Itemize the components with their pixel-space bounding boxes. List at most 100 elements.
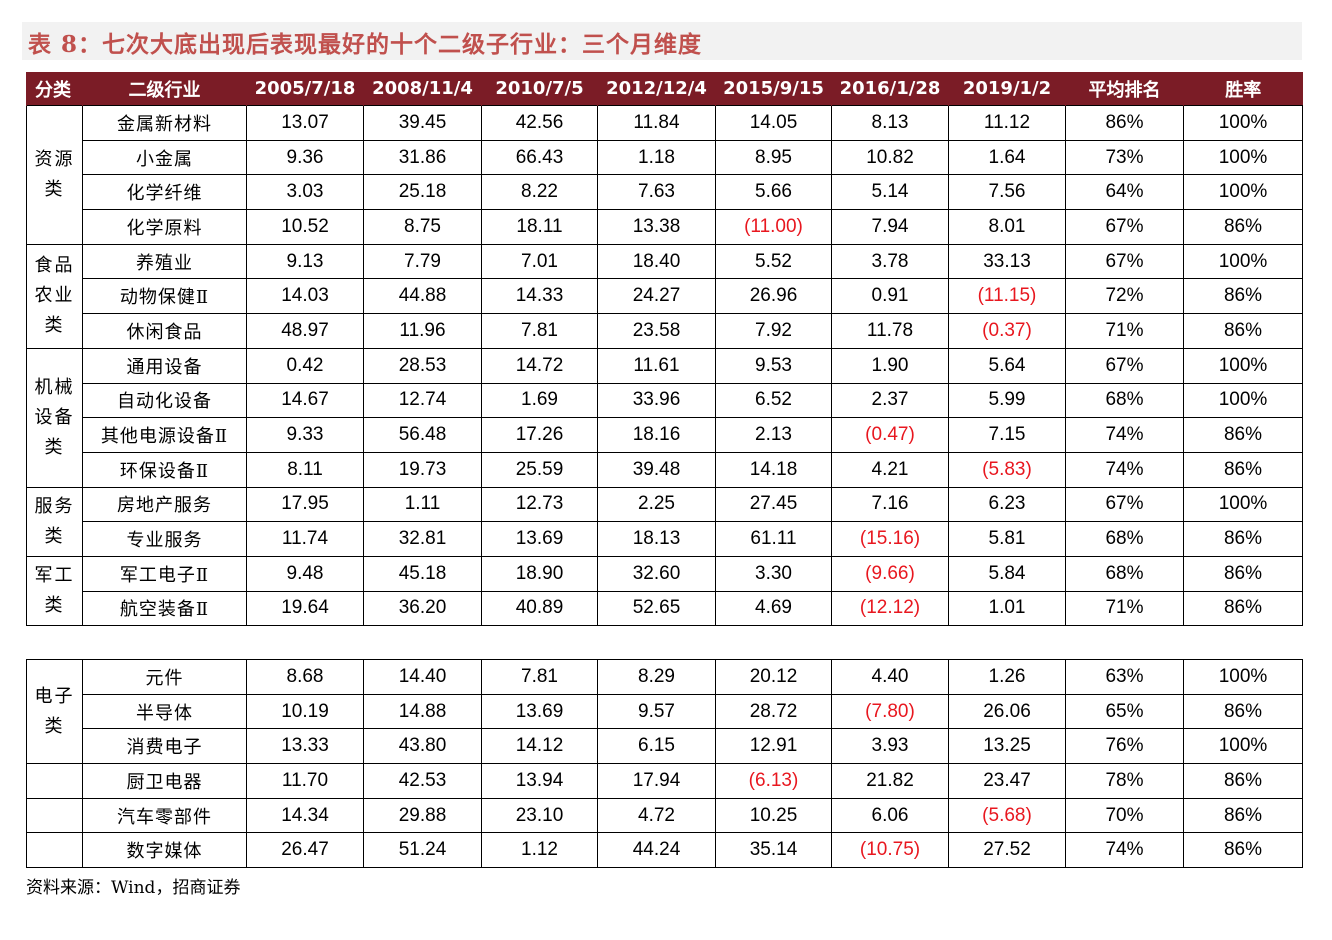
- value-cell: 27.45: [715, 486, 832, 523]
- table-row: 食品农业类 养殖业 9.13 7.79 7.01 18.40 5.52 3.78 33.13 67…: [26, 243, 1303, 349]
- value-cell: 7.16: [831, 486, 949, 523]
- header-category: 分类: [26, 72, 83, 106]
- value-cell: 13.07: [246, 105, 364, 141]
- industry-name-cell: 化学纤维: [82, 174, 247, 211]
- value-cell: 1.01: [948, 590, 1066, 627]
- value-cell: 26.06: [948, 693, 1066, 730]
- avg-rank-cell: 67%: [1065, 486, 1184, 523]
- value-cell: 8.01: [948, 209, 1066, 245]
- value-cell: (6.13): [715, 763, 832, 799]
- table-row: 化学纤维 3.03 25.18 8.22 7.63 5.66 5.14 7.56 64% 100%: [27, 174, 1303, 211]
- electronics-table: 电子类 元件 8.68 14.40 7.81 8.29 20.12 4.40 1.26 63% 10…: [26, 658, 1303, 869]
- value-cell: 51.24: [363, 832, 482, 869]
- avg-rank-cell: 64%: [1065, 174, 1184, 211]
- value-cell: 4.72: [597, 797, 716, 834]
- value-cell: 13.38: [597, 209, 716, 245]
- avg-rank-cell: 74%: [1065, 451, 1184, 488]
- industry-name-cell: 通用设备: [82, 347, 247, 384]
- value-cell: 39.48: [597, 451, 716, 488]
- value-cell: 42.53: [363, 763, 482, 799]
- value-cell: 8.95: [715, 139, 832, 176]
- value-cell: 8.29: [597, 659, 716, 695]
- value-cell: 40.89: [481, 590, 598, 627]
- win-rate-cell: 86%: [1183, 313, 1303, 349]
- value-cell: 26.47: [246, 832, 364, 869]
- value-cell: 0.42: [246, 347, 364, 384]
- industry-name-cell: 数字媒体: [82, 832, 247, 869]
- value-cell: 14.18: [715, 451, 832, 488]
- category-cell: 机械设备类: [26, 347, 83, 488]
- value-cell: (7.80): [831, 693, 949, 730]
- header-row: 分类 二级行业 2005/7/18 2008/11/4 2010/7/5 201…: [26, 72, 1303, 106]
- value-cell: 11.61: [597, 347, 716, 384]
- industry-name-cell: 金属新材料: [82, 105, 247, 141]
- industry-name-cell: 自动化设备: [82, 382, 247, 419]
- value-cell: 52.65: [597, 590, 716, 627]
- win-rate-cell: 100%: [1183, 347, 1303, 384]
- table-row: 消费电子 13.33 43.80 14.12 6.15 12.91 3.93 13.25 76%…: [27, 728, 1303, 765]
- industry-name-cell: 动物保健Ⅱ: [82, 278, 247, 315]
- value-cell: 19.64: [246, 590, 364, 627]
- win-rate-cell: 100%: [1183, 174, 1303, 211]
- value-cell: 45.18: [363, 555, 482, 592]
- win-rate-cell: 86%: [1183, 521, 1303, 557]
- value-cell: 31.86: [363, 139, 482, 176]
- industry-name-cell: 元件: [82, 659, 247, 695]
- value-cell: 14.72: [481, 347, 598, 384]
- value-cell: 9.48: [246, 555, 364, 592]
- value-cell: 11.78: [831, 313, 949, 349]
- avg-rank-cell: 68%: [1065, 555, 1184, 592]
- industry-table: 分类 二级行业 2005/7/18 2008/11/4 2010/7/5 201…: [26, 72, 1303, 627]
- value-cell: 11.96: [363, 313, 482, 349]
- win-rate-cell: 86%: [1183, 278, 1303, 315]
- win-rate-cell: 86%: [1183, 832, 1303, 869]
- category-cell: 电子类: [26, 658, 83, 765]
- table-row: 动物保健Ⅱ 14.03 44.88 14.33 24.27 26.96 0.91 (11.15…: [27, 278, 1303, 315]
- value-cell: 27.52: [948, 832, 1066, 869]
- value-cell: 3.03: [246, 174, 364, 211]
- header-date-2015: 2015/9/15: [715, 72, 832, 106]
- category-cell: 军工类: [26, 555, 83, 627]
- value-cell: 14.33: [481, 278, 598, 315]
- industry-name-cell: 专业服务: [82, 521, 247, 557]
- value-cell: 5.64: [948, 347, 1066, 384]
- value-cell: 25.59: [481, 451, 598, 488]
- value-cell: 1.11: [363, 486, 482, 523]
- win-rate-cell: 86%: [1183, 451, 1303, 488]
- category-cell: [26, 797, 83, 834]
- value-cell: 33.96: [597, 382, 716, 419]
- value-cell: 10.52: [246, 209, 364, 245]
- industry-name-cell: 厨卫电器: [82, 763, 247, 799]
- value-cell: 8.68: [246, 659, 364, 695]
- value-cell: (12.12): [831, 590, 949, 627]
- value-cell: 3.93: [831, 728, 949, 765]
- value-cell: 7.81: [481, 313, 598, 349]
- category-cell: 资源类: [26, 105, 83, 245]
- value-cell: 14.03: [246, 278, 364, 315]
- value-cell: 7.63: [597, 174, 716, 211]
- industry-name-cell: 小金属: [82, 139, 247, 176]
- table-title: 表 8：七次大底出现后表现最好的十个二级子行业：三个月维度: [28, 31, 703, 58]
- table-row: 自动化设备 14.67 12.74 1.69 33.96 6.52 2.37 5.99 68% 1…: [27, 382, 1303, 419]
- value-cell: 44.24: [597, 832, 716, 869]
- avg-rank-cell: 78%: [1065, 763, 1184, 799]
- win-rate-cell: 100%: [1183, 382, 1303, 419]
- value-cell: 29.88: [363, 797, 482, 834]
- value-cell: 12.74: [363, 382, 482, 419]
- value-cell: 9.33: [246, 417, 364, 453]
- value-cell: 8.13: [831, 105, 949, 141]
- value-cell: 5.52: [715, 243, 832, 280]
- industry-name-cell: 休闲食品: [82, 313, 247, 349]
- value-cell: 9.13: [246, 243, 364, 280]
- value-cell: 14.40: [363, 659, 482, 695]
- value-cell: 61.11: [715, 521, 832, 557]
- value-cell: 13.33: [246, 728, 364, 765]
- value-cell: 6.52: [715, 382, 832, 419]
- value-cell: (5.68): [948, 797, 1066, 834]
- industry-name-cell: 化学原料: [82, 209, 247, 245]
- avg-rank-cell: 68%: [1065, 382, 1184, 419]
- value-cell: 23.58: [597, 313, 716, 349]
- table-row: 小金属 9.36 31.86 66.43 1.18 8.95 10.82 1.64 73% 100…: [27, 139, 1303, 176]
- header-date-2005: 2005/7/18: [246, 72, 364, 106]
- value-cell: 14.67: [246, 382, 364, 419]
